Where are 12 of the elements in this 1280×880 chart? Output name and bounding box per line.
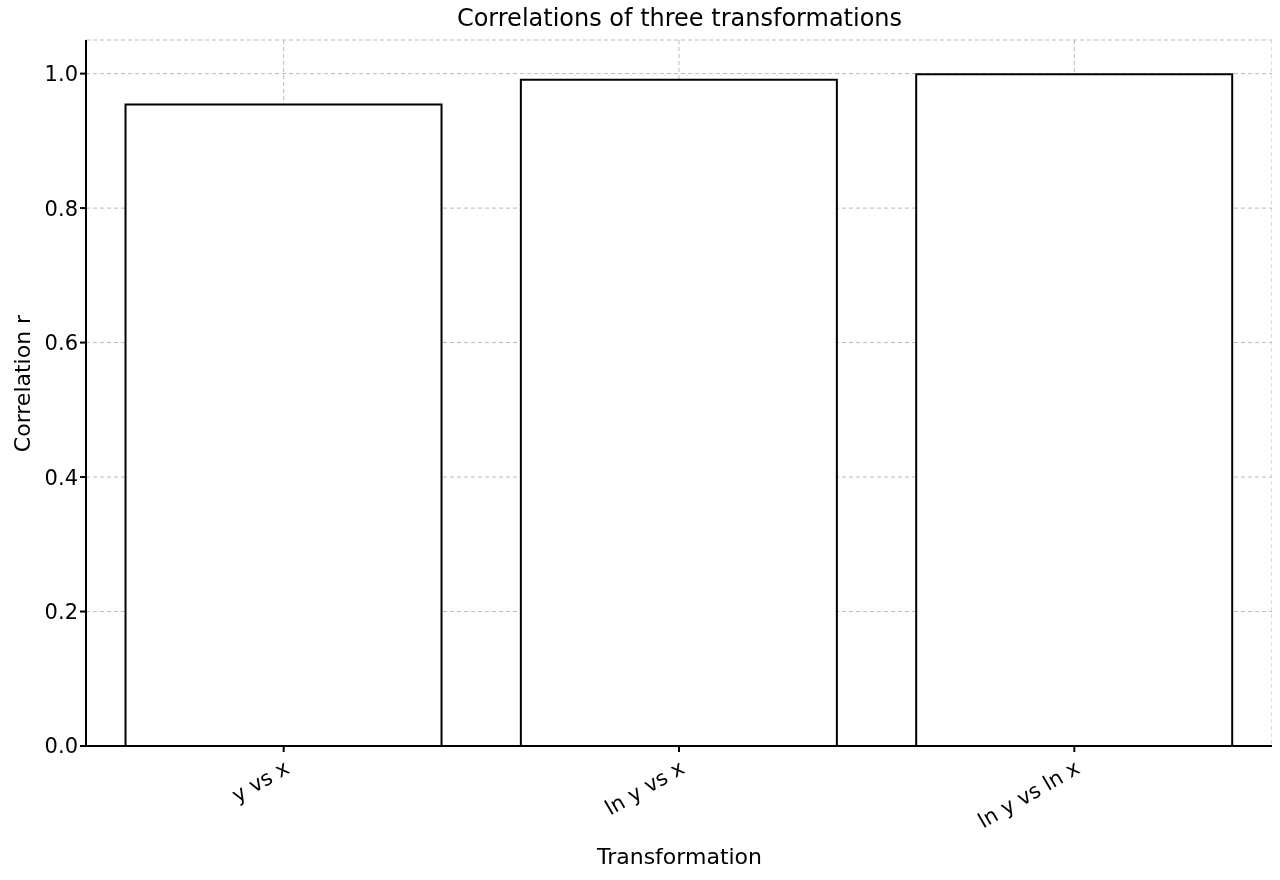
x-tick-label: ln y vs x <box>600 755 689 821</box>
y-tick-label: 0.0 <box>44 734 78 759</box>
y-tick-label: 0.6 <box>44 331 78 356</box>
y-tick-label: 0.4 <box>44 465 78 490</box>
y-axis-title: Correlation r <box>10 314 36 452</box>
y-tick-label: 0.8 <box>44 196 78 221</box>
y-tick-label: 0.2 <box>44 599 78 624</box>
x-tick-label: ln y vs ln x <box>973 755 1084 834</box>
y-tick-label: 1.0 <box>44 62 78 87</box>
x-tick-label: y vs x <box>227 755 294 808</box>
x-axis-title: Transformation <box>595 844 764 869</box>
chart-title: Correlations of three transformations <box>455 4 904 32</box>
